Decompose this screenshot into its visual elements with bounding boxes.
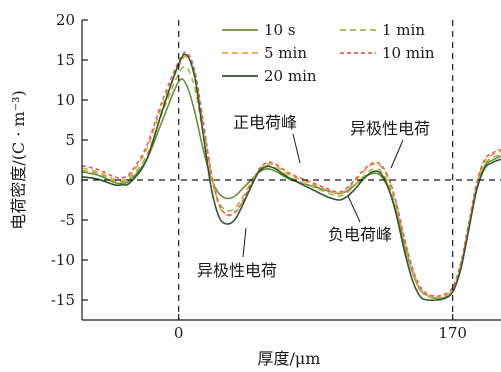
series-line-1-min <box>82 65 501 300</box>
annotation-pointer <box>242 227 247 258</box>
annotation-label: 异极性电荷 <box>197 261 277 280</box>
annotation-pointer <box>292 133 301 164</box>
y-tick-label: 0 <box>65 171 75 189</box>
x-tick-label: 170 <box>438 324 467 342</box>
legend: 10 s 1 min 5 min 10 min 20 min <box>222 21 435 85</box>
y-ticks: 20 15 10 5 0 -5 -10 -15 <box>51 11 88 309</box>
x-axis-label: 厚度/μm <box>258 349 321 368</box>
axes <box>81 20 501 321</box>
series-line-5-min <box>82 55 501 299</box>
annotation-label: 负电荷峰 <box>328 225 392 244</box>
y-tick-label: 10 <box>56 91 75 109</box>
y-tick-label: 5 <box>65 131 75 149</box>
series-lines <box>82 51 501 302</box>
x-ticks: 0 170 <box>174 314 467 342</box>
reference-lines <box>82 20 501 320</box>
series-line-10-s <box>82 78 501 300</box>
y-tick-label: 15 <box>56 51 75 69</box>
y-axis-label: 电荷密度/(C · m⁻³) <box>9 90 28 229</box>
series-line-20-min <box>82 53 501 302</box>
annotation-label: 正电荷峰 <box>233 113 297 132</box>
legend-label-5-min: 5 min <box>264 44 307 62</box>
series-line-10-min <box>82 51 501 297</box>
annotation-label: 异极性电荷 <box>350 119 430 138</box>
y-tick-label: -10 <box>51 251 75 269</box>
y-tick-label: 20 <box>56 11 75 29</box>
legend-label-20-min: 20 min <box>264 67 317 85</box>
legend-label-1-min: 1 min <box>382 21 425 39</box>
legend-label-10-min: 10 min <box>382 44 435 62</box>
y-tick-label: -15 <box>51 291 75 309</box>
annotation-pointer <box>347 195 361 223</box>
x-tick-label: 0 <box>174 324 184 342</box>
annotation-pointer <box>390 139 404 169</box>
legend-label-10-s: 10 s <box>264 21 296 39</box>
y-tick-label: -5 <box>60 211 75 229</box>
